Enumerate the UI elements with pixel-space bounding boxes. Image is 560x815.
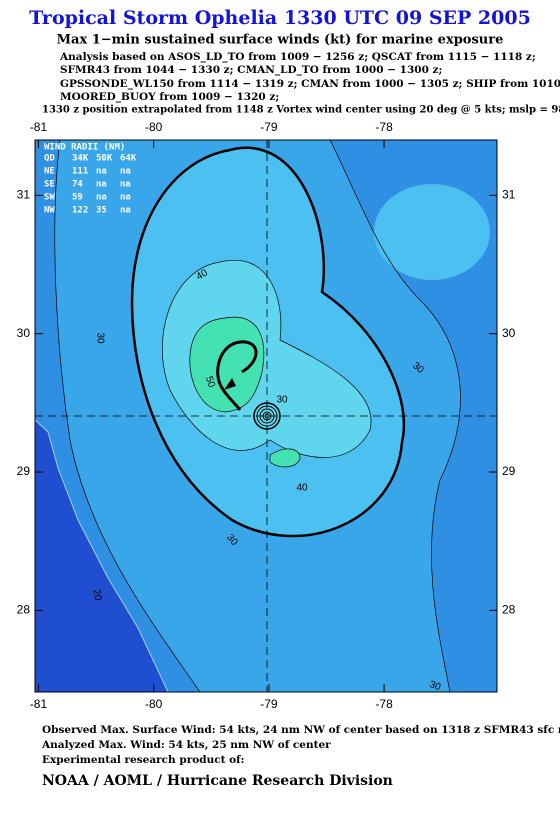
footer-line: Experimental research product of: — [42, 754, 245, 766]
map-frame — [34, 139, 498, 693]
contour-50 — [189, 316, 265, 413]
contour-30 — [329, 140, 461, 692]
lon-tick-label: -79 — [260, 697, 278, 711]
contour-label: 30 — [276, 395, 288, 406]
radii-cell: na — [96, 167, 107, 177]
radii-cell: SE — [44, 180, 55, 190]
contour-40 — [162, 259, 372, 458]
radii-cell: NW — [44, 206, 55, 216]
radii-cell: na — [120, 193, 131, 203]
lat-tick-label: 31 — [502, 188, 516, 202]
radii-cell: 74 — [72, 180, 83, 190]
radii-header: 50K — [96, 154, 113, 164]
radii-cell: NE — [44, 167, 55, 177]
radii-cell: na — [120, 167, 131, 177]
lat-tick-label: 29 — [17, 464, 31, 478]
lon-tick-label: -78 — [375, 120, 393, 134]
radii-cell: na — [120, 206, 131, 216]
footer-line: Analyzed Max. Wind: 54 kts, 25 nm NW of … — [41, 739, 331, 751]
subtitle: Max 1−min sustained surface winds (kt) f… — [57, 33, 504, 48]
contour-30 — [54, 140, 201, 692]
lat-tick-label: 28 — [502, 603, 516, 617]
analysis-line: SFMR43 from 1044 − 1330 z; CMAN_LD_TO fr… — [60, 64, 442, 77]
contour-label: 20 — [90, 589, 103, 602]
contour-label: 50 — [203, 375, 217, 390]
lon-tick-label: -78 — [375, 697, 393, 711]
lat-tick-label: 30 — [17, 326, 31, 340]
radii-header: 64K — [120, 154, 137, 164]
contour-label: 40 — [296, 483, 308, 494]
analysis-line: MOORED_BUOY from 1009 − 1320 z; — [60, 91, 279, 104]
lon-tick-label: -81 — [30, 697, 48, 711]
radii-cell: na — [96, 193, 107, 203]
lat-tick-label: 28 — [17, 603, 31, 617]
analysis-line: GPSSONDE_WL150 from 1114 − 1319 z; CMAN … — [60, 78, 560, 91]
contour-34kt — [130, 146, 406, 538]
radii-header: 34K — [72, 154, 89, 164]
contour-label: 30 — [428, 679, 443, 693]
band-34-ne — [374, 184, 490, 280]
radii-cell: 122 — [72, 206, 88, 216]
title: Tropical Storm Ophelia 1330 UTC 09 SEP 2… — [29, 7, 531, 29]
lat-tick-label: 30 — [502, 326, 516, 340]
radii-cell: 59 — [72, 193, 83, 203]
lon-tick-label: -79 — [260, 120, 278, 134]
radii-cell: SW — [44, 193, 55, 203]
lon-tick-label: -80 — [145, 697, 163, 711]
contour-label: 30 — [94, 332, 105, 344]
lat-tick-label: 31 — [17, 188, 31, 202]
analysis-line: 1330 z position extrapolated from 1148 z… — [42, 105, 560, 116]
footer-line: Observed Max. Surface Wind: 54 kts, 24 n… — [42, 724, 560, 736]
radii-header: QD — [44, 154, 55, 164]
arrow-head — [224, 378, 236, 390]
land — [35, 419, 169, 692]
radii-cell: na — [96, 180, 107, 190]
max-wind-loop — [216, 340, 258, 411]
org: NOAA / AOML / Hurricane Research Divisio… — [42, 773, 393, 789]
radii-cell: na — [120, 180, 131, 190]
contour-50-s — [269, 448, 301, 468]
analysis-line: Analysis based on ASOS_LD_TO from 1009 −… — [59, 51, 536, 64]
contour-label: 40 — [195, 267, 211, 282]
lat-tick-label: 29 — [502, 464, 516, 478]
map — [35, 140, 497, 692]
lon-tick-label: -80 — [145, 120, 163, 134]
radii-cell: 111 — [72, 167, 88, 177]
radii-title: WIND RADII (NM) — [44, 143, 125, 153]
radii-cell: 35 — [96, 206, 107, 216]
lon-tick-label: -81 — [30, 120, 48, 134]
